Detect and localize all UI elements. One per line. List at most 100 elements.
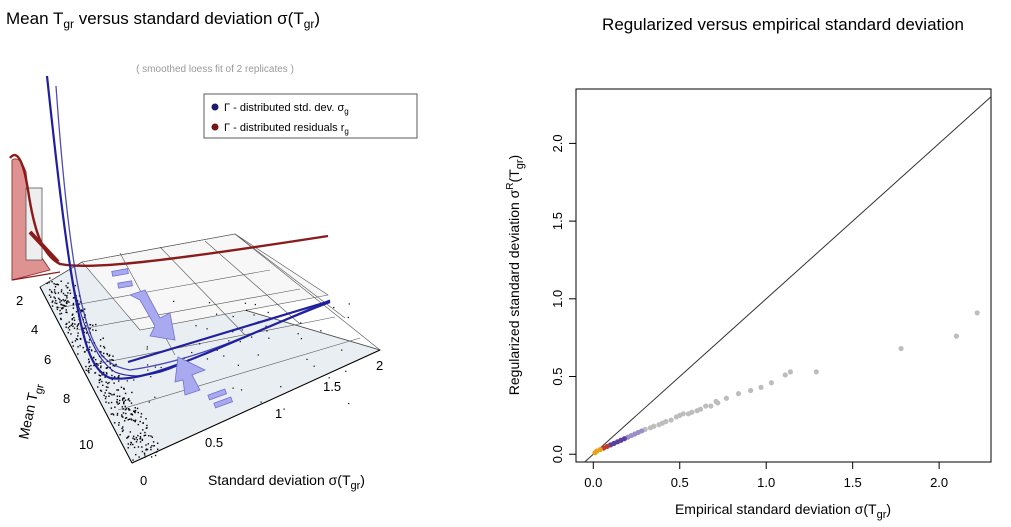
scatter-point (685, 411, 691, 417)
plane-point (59, 301, 61, 303)
plane-point (280, 386, 282, 388)
plane-point (97, 364, 99, 366)
plane-point (199, 343, 201, 345)
plane-point (108, 392, 110, 394)
left-panel-subtitle: ( smoothed loess fit of 2 replicates ) (136, 64, 294, 75)
plane-point (150, 456, 153, 458)
plane-point (82, 346, 84, 349)
plane-point (131, 414, 134, 416)
plane-point (155, 451, 158, 453)
plane-point (138, 456, 140, 458)
plane-point (50, 290, 53, 293)
plane-point (66, 311, 68, 314)
plane-point (104, 397, 107, 400)
plane-point (131, 419, 133, 421)
left-legend: Γ - distributed std. dev. σg Γ - distrib… (203, 93, 418, 139)
plane-point (137, 411, 139, 414)
plane-point (140, 413, 143, 415)
plane-point (65, 302, 68, 304)
plane-point (146, 448, 149, 451)
plane-point (75, 338, 78, 340)
plane-point (123, 387, 125, 390)
plane-point (117, 403, 119, 405)
scatter-point (758, 384, 764, 390)
plane-point (53, 296, 55, 298)
scatter-point (748, 387, 754, 394)
plane-point (65, 311, 67, 314)
plane-point (104, 376, 106, 378)
scatter-point (787, 369, 794, 375)
x-tick-label: 0.0 (584, 475, 602, 490)
plane-point (142, 422, 144, 424)
plane-point (341, 349, 343, 351)
plane-point (87, 368, 90, 370)
legend-box (203, 93, 418, 139)
plane-point (55, 283, 57, 286)
plane-point (89, 327, 91, 330)
plane-point (232, 315, 234, 318)
plane-point (121, 414, 123, 416)
plane-point (139, 437, 142, 439)
plane-point (56, 308, 59, 310)
plane-point (144, 456, 146, 458)
x-tick-label: 0.5 (671, 475, 689, 490)
plane-point (116, 412, 119, 415)
plane-point (145, 449, 147, 451)
plane-point (65, 295, 68, 297)
x-tick-label: 2.0 (930, 475, 948, 490)
plane-point (125, 412, 127, 415)
plane-point (62, 299, 64, 301)
x-axis: 0.0 0.5 1.0 1.5 2.0 (584, 462, 948, 490)
plane-point (127, 435, 130, 438)
plane-point (79, 338, 82, 340)
plane-point (145, 444, 147, 446)
y-tick-label: 2.0 (550, 134, 565, 152)
plane-point (56, 302, 58, 305)
plane-point (141, 438, 144, 441)
plane-point (118, 421, 120, 424)
scatter-point (668, 417, 674, 423)
plane-point (85, 332, 88, 334)
plane-point (122, 429, 124, 431)
plane-point (206, 328, 208, 330)
plane-point (260, 401, 262, 403)
plane-point (60, 280, 62, 282)
plane-point (113, 376, 116, 378)
plane-point (112, 364, 114, 367)
plane-point (145, 418, 147, 420)
plane-point (144, 431, 146, 434)
plane-point (128, 398, 130, 400)
plot-frame (575, 88, 992, 463)
plane-point (103, 394, 105, 397)
plane-point (99, 362, 102, 364)
plane-point (59, 298, 61, 301)
plane-point (154, 396, 156, 398)
plane-point (206, 358, 209, 360)
plane-point (92, 324, 94, 327)
plane-point (95, 323, 97, 326)
plane-point (134, 420, 136, 423)
plane-point (150, 448, 152, 451)
plane-point (60, 300, 63, 302)
plane-point (51, 301, 53, 303)
plane-point (156, 442, 159, 444)
plane-point (83, 331, 86, 334)
plane-point (76, 300, 79, 302)
plane-point (53, 282, 55, 285)
plane-point (123, 402, 125, 405)
mean-tick: 2 (16, 293, 23, 308)
plane-point (88, 365, 91, 368)
plane-point (65, 326, 67, 328)
scatter-point (656, 422, 662, 428)
plane-point (116, 401, 118, 404)
plane-point (142, 429, 144, 431)
perspective-plane (39, 233, 382, 464)
plane-point (90, 368, 92, 370)
plane-point (103, 345, 105, 348)
plane-point (68, 301, 70, 303)
plane-point (122, 398, 124, 400)
plane-point (51, 305, 54, 307)
plane-point (266, 330, 268, 332)
plane-point (128, 409, 131, 411)
plane-point (132, 459, 134, 461)
